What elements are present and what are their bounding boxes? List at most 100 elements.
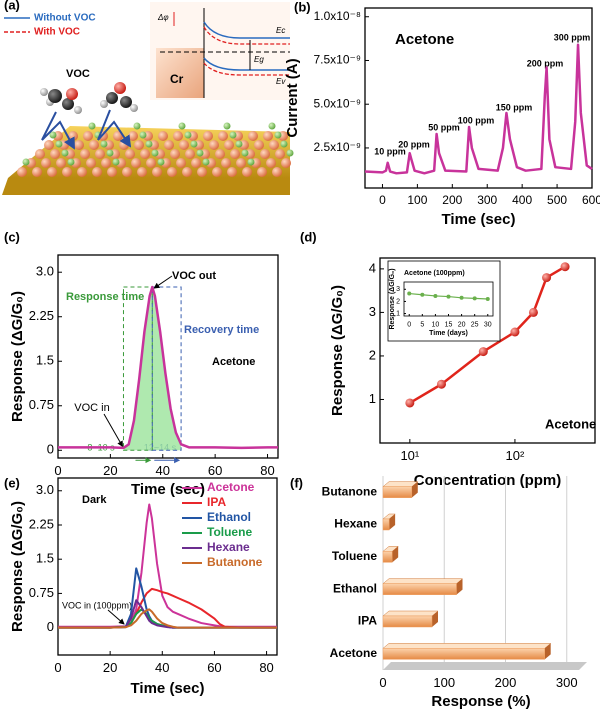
atom (275, 149, 285, 159)
atom-o (114, 82, 126, 94)
legend-label: Ethanol (207, 510, 251, 524)
x-tick-label: 200 (495, 675, 517, 690)
atom-small (196, 149, 204, 157)
atom-o (66, 88, 78, 100)
x-axis-title: Concentration (ppm) (414, 472, 562, 489)
atom-h (40, 88, 48, 96)
bar (382, 615, 433, 628)
x-tick-label: 80 (259, 660, 273, 675)
x-axis-title: Time (sec) (131, 481, 205, 498)
ec-voc-line (203, 26, 290, 45)
atom-small (202, 158, 210, 166)
x-tick-label: 300 (556, 675, 578, 690)
atom-small (178, 122, 186, 130)
ev-voc-line (203, 62, 290, 76)
data-line (58, 285, 278, 450)
x-axis-title: Time (sec) (131, 680, 205, 697)
data-point (510, 327, 520, 337)
atom (266, 158, 276, 168)
atom (17, 167, 27, 177)
data-point (472, 296, 477, 301)
electrode-label: Cr (170, 72, 184, 86)
atom-small (22, 158, 30, 166)
atom (146, 158, 156, 168)
x-axis-title: Time (sec) (442, 211, 516, 228)
x-tick-label: 500 (547, 193, 567, 207)
atom-small (223, 122, 231, 130)
atom (92, 167, 102, 177)
x-tick-label: 10 (432, 321, 440, 328)
panel-label: (c) (4, 229, 20, 244)
annotation: Acetone (212, 356, 255, 368)
bar-top (382, 481, 419, 487)
legend-label: Without VOC (34, 13, 96, 24)
x-tick-label: 15 (445, 321, 453, 328)
atom (62, 167, 72, 177)
legend-label: Butanone (207, 555, 263, 569)
atom (248, 131, 258, 141)
bar-end (456, 578, 463, 595)
atom-small (157, 158, 165, 166)
atom-small (247, 158, 255, 166)
annotation: 10 ppm (374, 146, 406, 156)
atom (41, 158, 51, 168)
annotation: Acetone (545, 416, 596, 431)
atom-small (139, 131, 147, 139)
y-tick-label: 0.75 (29, 397, 54, 412)
charge-arrow (97, 109, 132, 148)
panel-label: (a) (4, 0, 20, 12)
y-tick-label: 2 (369, 347, 376, 362)
y-tick-label: 1.5 (36, 353, 54, 368)
category-label: IPA (358, 614, 377, 628)
x-tick-label: 20 (103, 660, 117, 675)
data-point (528, 307, 538, 317)
x-axis-title: Response (%) (431, 693, 530, 710)
atom-small (49, 131, 57, 139)
atom-small (268, 122, 276, 130)
x-tick-label: 80 (260, 463, 274, 478)
bar-end (389, 514, 396, 530)
atom (77, 167, 87, 177)
annotation: Dark (82, 494, 107, 506)
data-point (405, 398, 415, 408)
x-axis-title: Time (days) (429, 330, 468, 337)
atom (152, 167, 162, 177)
x-tick-label: 60 (207, 660, 221, 675)
illustration: (a) Without VOC With VOC VOC Cr Δφ Ec Eg… (2, 0, 294, 195)
atom (176, 158, 186, 168)
x-tick-label: 0 (54, 660, 61, 675)
atom-h (100, 100, 108, 108)
atom (47, 167, 57, 177)
atom (263, 131, 273, 141)
x-tick-label: 60 (208, 463, 222, 478)
y-axis-title: Response (ΔG/G₀) (389, 268, 396, 329)
plot-frame (364, 7, 593, 189)
bar (382, 518, 390, 531)
data-point (407, 291, 412, 296)
legend-label: With VOC (34, 27, 80, 38)
atom-small (190, 140, 198, 148)
atom (215, 149, 225, 159)
atom (242, 167, 252, 177)
atom (134, 140, 144, 150)
bar-end (392, 546, 399, 563)
y-tick-label: 3.0 (36, 482, 54, 497)
panel-label: (e) (4, 475, 20, 490)
bar (382, 486, 413, 498)
atom (140, 149, 150, 159)
bar-end (411, 481, 418, 498)
y-tick-label: 2.5x10⁻⁹ (313, 140, 361, 154)
legend-label: Toluene (207, 525, 252, 539)
atom-small (280, 140, 288, 148)
atom (218, 131, 228, 141)
atom (107, 167, 117, 177)
data-line (58, 567, 277, 629)
y-tick-label: 2.25 (29, 516, 54, 531)
atom (227, 167, 237, 177)
atom-small (241, 149, 249, 157)
bar (382, 551, 393, 563)
molecule (100, 82, 138, 112)
annotation: VOC in (100ppm) (62, 600, 132, 610)
y-tick-label: 1.5 (36, 551, 54, 566)
y-tick-label: 3 (369, 304, 376, 319)
